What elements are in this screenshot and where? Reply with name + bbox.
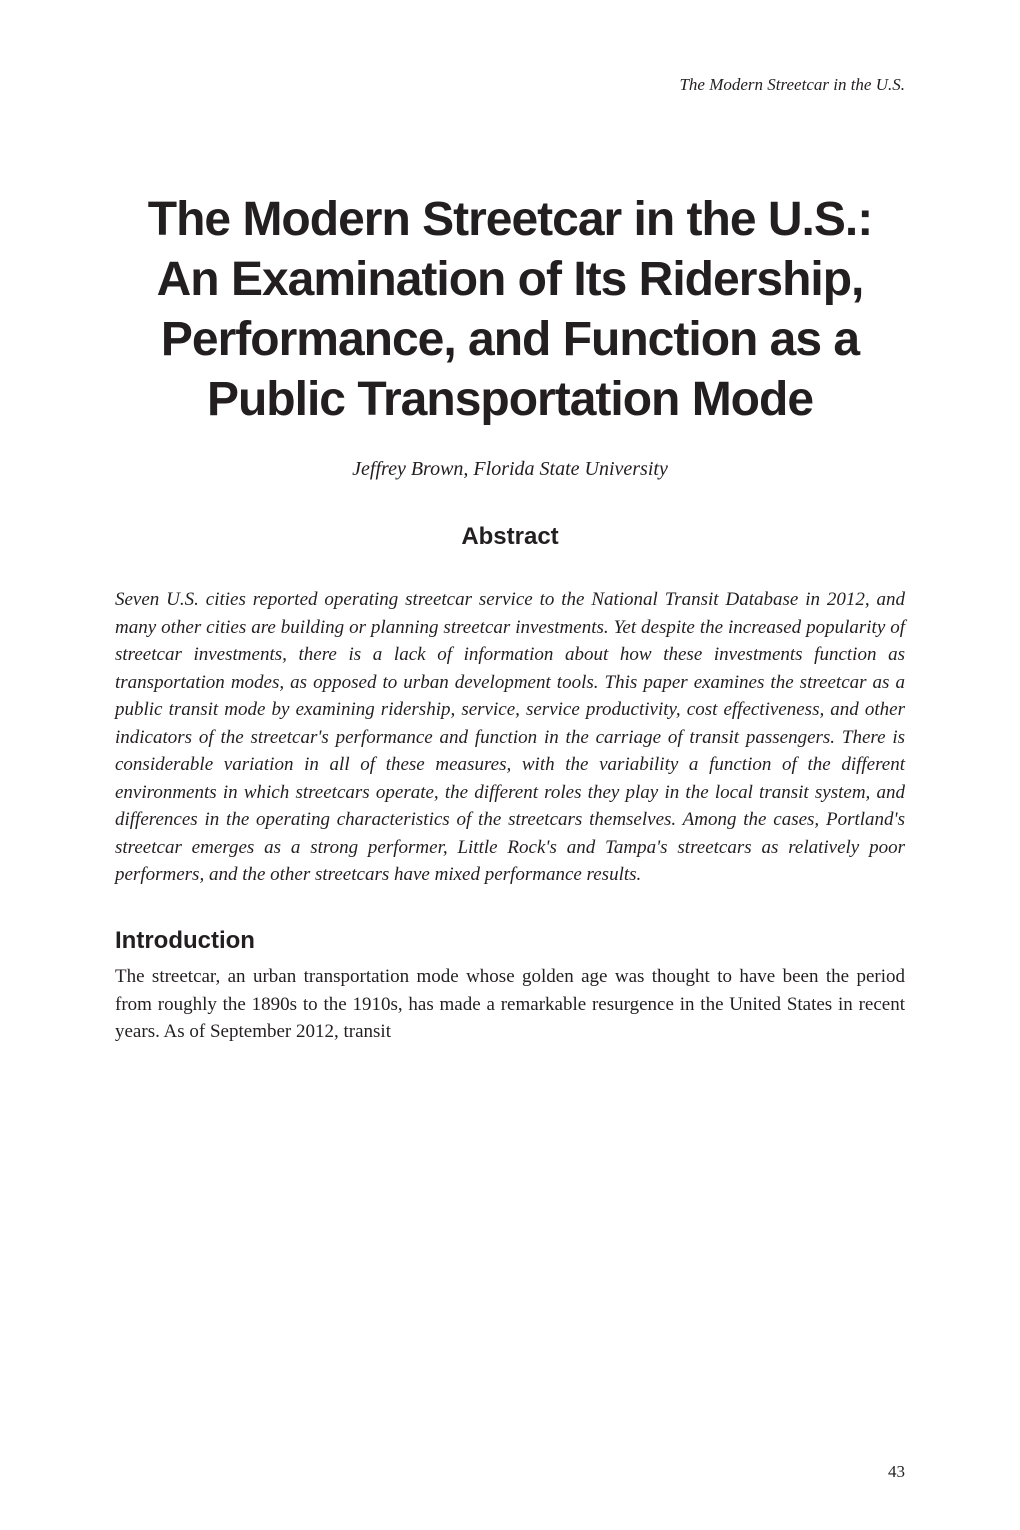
abstract-body: Seven U.S. cities reported operating str… bbox=[115, 586, 905, 889]
page-number: 43 bbox=[888, 1462, 905, 1482]
introduction-heading: Introduction bbox=[115, 927, 905, 955]
article-title: The Modern Streetcar in the U.S.: An Exa… bbox=[115, 190, 905, 430]
introduction-body: The streetcar, an urban transportation m… bbox=[115, 963, 905, 1046]
author-line: Jeffrey Brown, Florida State University bbox=[115, 458, 905, 481]
running-header: The Modern Streetcar in the U.S. bbox=[115, 75, 905, 95]
abstract-heading: Abstract bbox=[115, 523, 905, 551]
